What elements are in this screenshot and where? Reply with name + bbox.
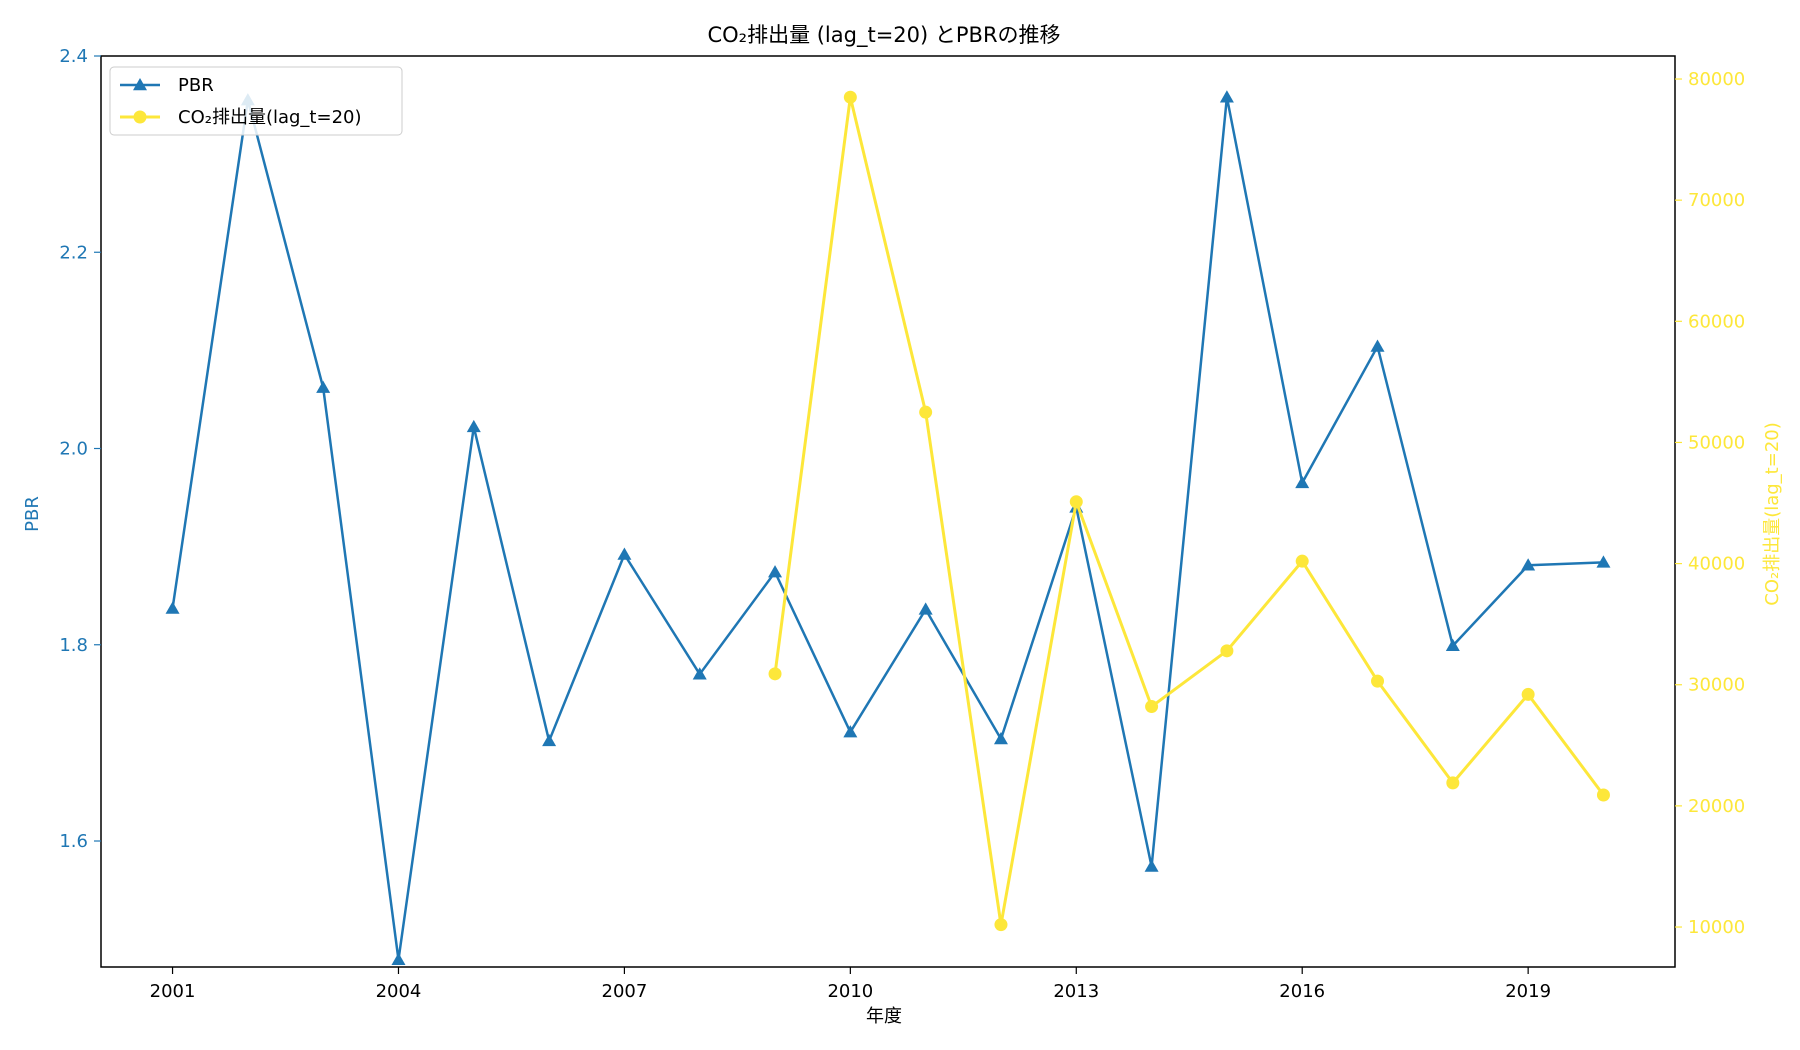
legend: PBR CO₂排出量(lag_t=20): [109, 66, 403, 136]
series-2-point: [1295, 554, 1309, 568]
plot-area: [165, 90, 1611, 965]
series-1-point: [843, 725, 858, 738]
x-tick-label: 2019: [1505, 981, 1551, 1002]
series-2-point: [1145, 700, 1159, 714]
y-right-tick-label: 20000: [1688, 796, 1745, 817]
y-left-tick-label: 2.4: [59, 46, 88, 67]
y-right-tick-label: 70000: [1688, 190, 1745, 211]
series-line-2: [773, 95, 1605, 927]
series-1-point: [1445, 638, 1460, 651]
x-tick-label: 2007: [602, 981, 648, 1002]
series-1-point: [1219, 90, 1234, 103]
series-2-point: [843, 90, 857, 104]
series-2-point: [1220, 644, 1234, 658]
series-1-point: [617, 547, 632, 560]
y-right-tick-label: 40000: [1688, 554, 1745, 575]
x-tick-label: 2013: [1053, 981, 1099, 1002]
x-tick-label: 2016: [1279, 981, 1325, 1002]
y-right-tick-label: 80000: [1688, 69, 1745, 90]
y-left-tick-label: 1.6: [59, 831, 88, 852]
series-2-point: [1596, 788, 1610, 802]
series-1-point: [993, 731, 1008, 745]
series-1-point: [1596, 555, 1611, 568]
series-1-point: [1144, 859, 1159, 872]
y-right-tick-label: 60000: [1688, 311, 1745, 332]
legend-swatch-marker: [133, 110, 147, 124]
y-axis-label-right: CO₂排出量(lag_t=20): [1762, 422, 1783, 606]
y-left-tick-label: 1.8: [59, 635, 88, 656]
x-tick-label: 2001: [150, 981, 196, 1002]
y-right-tick-label: 50000: [1688, 432, 1745, 453]
x-tick-label: 2004: [376, 981, 422, 1002]
series-line-1: [171, 95, 1604, 961]
x-tick-label: 2010: [827, 981, 873, 1002]
series-1-point: [466, 419, 481, 433]
y-left-tick-label: 2.0: [59, 439, 88, 460]
y-left-tick-label: 2.2: [59, 242, 88, 263]
legend-label: PBR: [178, 75, 214, 96]
series-1-point: [768, 565, 783, 578]
series-2-point: [1371, 674, 1385, 688]
chart-title: CO₂排出量 (lag_t=20) とPBRの推移: [707, 23, 1060, 48]
legend-label: CO₂排出量(lag_t=20): [178, 107, 362, 128]
axes: 2001 2004 2007 2010 2013 2016 2019 1.6 1.8 2.0 2.2…: [59, 46, 1745, 1002]
series-1-point: [1521, 558, 1536, 571]
series-1-point: [165, 601, 180, 614]
y-right-tick-label: 10000: [1688, 917, 1745, 938]
series-1-point: [1370, 339, 1385, 352]
legend-swatch-marker: [133, 78, 147, 91]
series-2-point: [919, 405, 933, 419]
series-2-point: [1446, 776, 1460, 790]
series-2-point: [1521, 687, 1535, 701]
series-1-point: [542, 733, 557, 747]
axes-frame: [100, 55, 1676, 968]
legend-box: [109, 66, 403, 136]
series-2-point: [768, 667, 782, 681]
series-1-point: [692, 667, 707, 680]
series-2-point: [994, 918, 1008, 932]
series-2-point: [1069, 495, 1083, 509]
series-1-point: [316, 380, 331, 393]
series-1-point: [1295, 475, 1310, 489]
y-right-tick-label: 30000: [1688, 675, 1745, 696]
series-1-point: [391, 952, 406, 965]
y-axis-label-left: PBR: [22, 496, 43, 532]
series-1-point: [918, 602, 933, 615]
x-axis-label: 年度: [866, 1006, 902, 1027]
